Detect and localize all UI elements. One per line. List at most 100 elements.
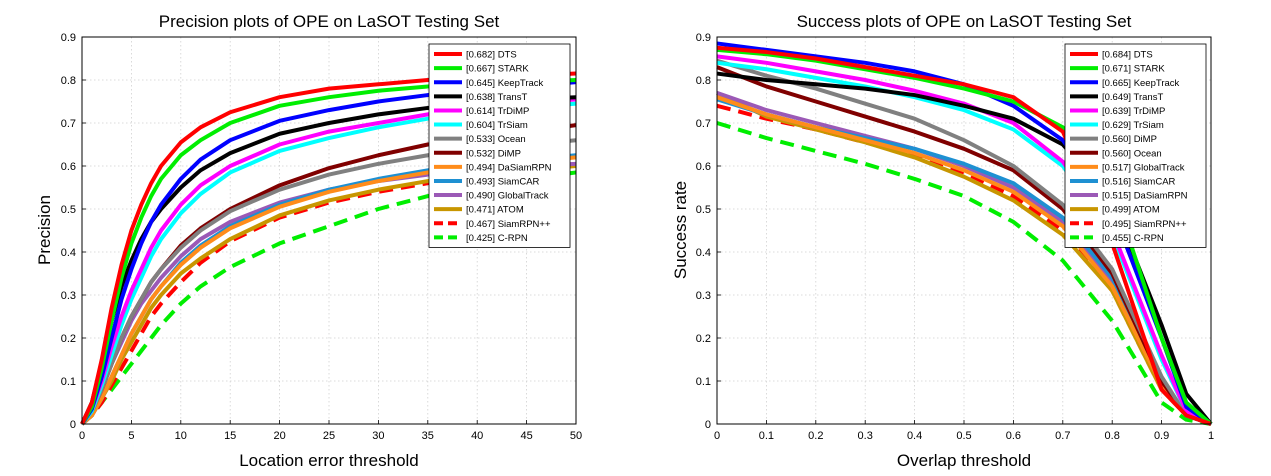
success-plot-legend-label: [0.560] DiMP: [1102, 134, 1157, 145]
precision-plot-y-tick-label: 0.7: [61, 118, 76, 130]
success-plot-x-tick-label: 0.5: [956, 430, 971, 442]
success-plot-xlabel: Overlap threshold: [897, 451, 1031, 470]
precision-plot-y-tick-label: 0.2: [61, 333, 76, 345]
precision-plot-series-line: [80, 170, 577, 426]
success-plot-y-tick-label: 0.3: [696, 290, 711, 302]
precision-plot-y-tick-label: 0: [70, 419, 76, 431]
precision-plot-series-group: [80, 71, 577, 426]
precision-plot-y-tick-label: 0.4: [61, 247, 76, 259]
success-plot-y-tick-label: 0: [705, 419, 711, 431]
precision-plot-legend-label: [0.604] TrSiam: [466, 120, 528, 131]
precision-plot-x-tick-label: 45: [520, 430, 532, 442]
success-plot: Success plots of OPE on LaSOT Testing Se…: [671, 12, 1214, 470]
precision-plot-x-tick-label: 50: [570, 430, 582, 442]
success-plot-y-tick-label: 0.8: [696, 75, 711, 87]
success-plot-legend-box: [1064, 43, 1207, 248]
precision-plot-series-line: [80, 97, 577, 426]
success-plot-legend-label: [0.517] GlobalTrack: [1102, 162, 1185, 173]
precision-plot-legend-label: [0.667] STARK: [466, 64, 529, 75]
success-plot-title: Success plots of OPE on LaSOT Testing Se…: [797, 12, 1132, 31]
precision-plot-legend-box: [428, 43, 571, 248]
precision-plot-x-tick-label: 40: [471, 430, 483, 442]
success-plot-legend-label: [0.516] SiamCAR: [1102, 176, 1176, 187]
success-plot-series-group: [716, 41, 1213, 426]
precision-plot-y-tick-label: 0.5: [61, 204, 76, 216]
success-plot-y-tick-label: 0.2: [696, 333, 711, 345]
precision-plot-y-tick-label: 0.3: [61, 290, 76, 302]
success-plot-x-tick-label: 0.2: [808, 430, 823, 442]
precision-plot-series-line: [80, 80, 577, 426]
success-plot-axes-frame: [716, 36, 1212, 425]
success-plot-series-line: [716, 47, 1213, 426]
success-plot-y-tick-label: 0.7: [696, 118, 711, 130]
success-plot-legend-label: [0.495] SiamRPN++: [1102, 219, 1187, 230]
success-plot-x-tick-label: 0.3: [858, 430, 873, 442]
success-plot-y-tick-label: 0.5: [696, 204, 711, 216]
success-plot-legend: [0.684] DTS [0.671] STARK [0.665] KeepTrac…: [1064, 43, 1207, 248]
success-plot-x-tick-label: 1: [1208, 430, 1214, 442]
precision-plot: Precision plots of OPE on LaSOT Testing …: [35, 12, 582, 470]
precision-plot-legend-label: [0.494] DaSiamRPN: [466, 162, 552, 173]
success-plot-x-tick-label: 0: [714, 430, 720, 442]
precision-plot-legend-label: [0.614] TrDiMP: [466, 106, 529, 117]
success-plot-legend-label: [0.684] DTS: [1102, 50, 1153, 61]
precision-plot-legend-label: [0.471] ATOM: [466, 205, 524, 216]
precision-plot-series-line: [80, 101, 577, 426]
precision-plot-x-tick-label: 15: [224, 430, 236, 442]
precision-plot-x-tick-label: 25: [323, 430, 335, 442]
precision-plot-ylabel: Precision: [35, 195, 54, 265]
success-plot-legend-label: [0.515] DaSiamRPN: [1102, 191, 1188, 202]
precision-plot-legend-label: [0.425] C-RPN: [466, 233, 528, 244]
precision-plot-legend-label: [0.645] KeepTrack: [466, 78, 544, 89]
precision-plot-y-tick-label: 0.9: [61, 32, 76, 44]
success-plot-x-tick-label: 0.9: [1154, 430, 1169, 442]
success-plot-y-tick-label: 0.6: [696, 161, 711, 173]
success-plot-y-tick-label: 0.9: [696, 32, 711, 44]
success-plot-legend-label: [0.560] Ocean: [1102, 148, 1162, 159]
success-plot-y-tick-label: 0.1: [696, 376, 711, 388]
success-plot-series-line: [716, 71, 1213, 426]
precision-plot-series-line: [80, 155, 577, 426]
precision-plot-legend-label: [0.638] TransT: [466, 92, 527, 103]
precision-plot-y-tick-label: 0.8: [61, 75, 76, 87]
success-plot-y-tick-label: 0.4: [696, 247, 711, 259]
precision-plot-legend-label: [0.467] SiamRPN++: [466, 219, 551, 230]
precision-plot-title: Precision plots of OPE on LaSOT Testing …: [159, 12, 500, 31]
success-plot-x-tick-label: 0.1: [759, 430, 774, 442]
precision-plot-legend-label: [0.490] GlobalTrack: [466, 191, 549, 202]
success-plot-series-line: [716, 45, 1212, 426]
precision-plot-series-line: [80, 166, 577, 426]
success-plot-series-line: [716, 95, 1212, 426]
precision-plot-x-tick-label: 5: [128, 430, 134, 442]
precision-plot-x-tick-label: 30: [372, 430, 384, 442]
precision-plot-legend-label: [0.533] Ocean: [466, 134, 526, 145]
precision-plot-x-tick-label: 10: [175, 430, 187, 442]
success-plot-x-tick-label: 0.4: [907, 430, 922, 442]
success-plot-legend-label: [0.671] STARK: [1102, 64, 1165, 75]
precision-plot-legend-label: [0.532] DiMP: [466, 148, 521, 159]
success-plot-x-tick-label: 0.8: [1105, 430, 1120, 442]
precision-plot-series-line: [80, 71, 577, 425]
success-plot-legend-label: [0.499] ATOM: [1102, 205, 1160, 216]
success-plot-series-line: [716, 58, 1212, 426]
precision-plot-x-tick-label: 20: [273, 430, 285, 442]
success-plot-x-tick-label: 0.7: [1055, 430, 1070, 442]
success-plot-series-line: [716, 121, 1212, 426]
success-plot-legend-label: [0.629] TrSiam: [1102, 120, 1164, 131]
precision-plot-y-tick-label: 0.6: [61, 161, 76, 173]
success-plot-legend-label: [0.649] TransT: [1102, 92, 1163, 103]
precision-plot-legend: [0.682] DTS [0.667] STARK [0.645] KeepTrac…: [428, 43, 571, 248]
precision-plot-series-line: [80, 138, 577, 426]
precision-plot-legend-label: [0.682] DTS: [466, 50, 517, 61]
success-plot-x-tick-label: 0.6: [1006, 430, 1021, 442]
success-plot-legend-label: [0.665] KeepTrack: [1102, 78, 1180, 89]
precision-plot-x-tick-label: 35: [422, 430, 434, 442]
precision-plot-series-line: [80, 78, 577, 425]
success-plot-legend-label: [0.455] C-RPN: [1102, 233, 1164, 244]
precision-plot-legend-label: [0.493] SiamCAR: [466, 176, 540, 187]
precision-plot-x-tick-label: 0: [79, 430, 85, 442]
success-plot-ylabel: Success rate: [671, 181, 690, 279]
precision-plot-xlabel: Location error threshold: [239, 451, 419, 470]
precision-plot-y-tick-label: 0.1: [61, 376, 76, 388]
